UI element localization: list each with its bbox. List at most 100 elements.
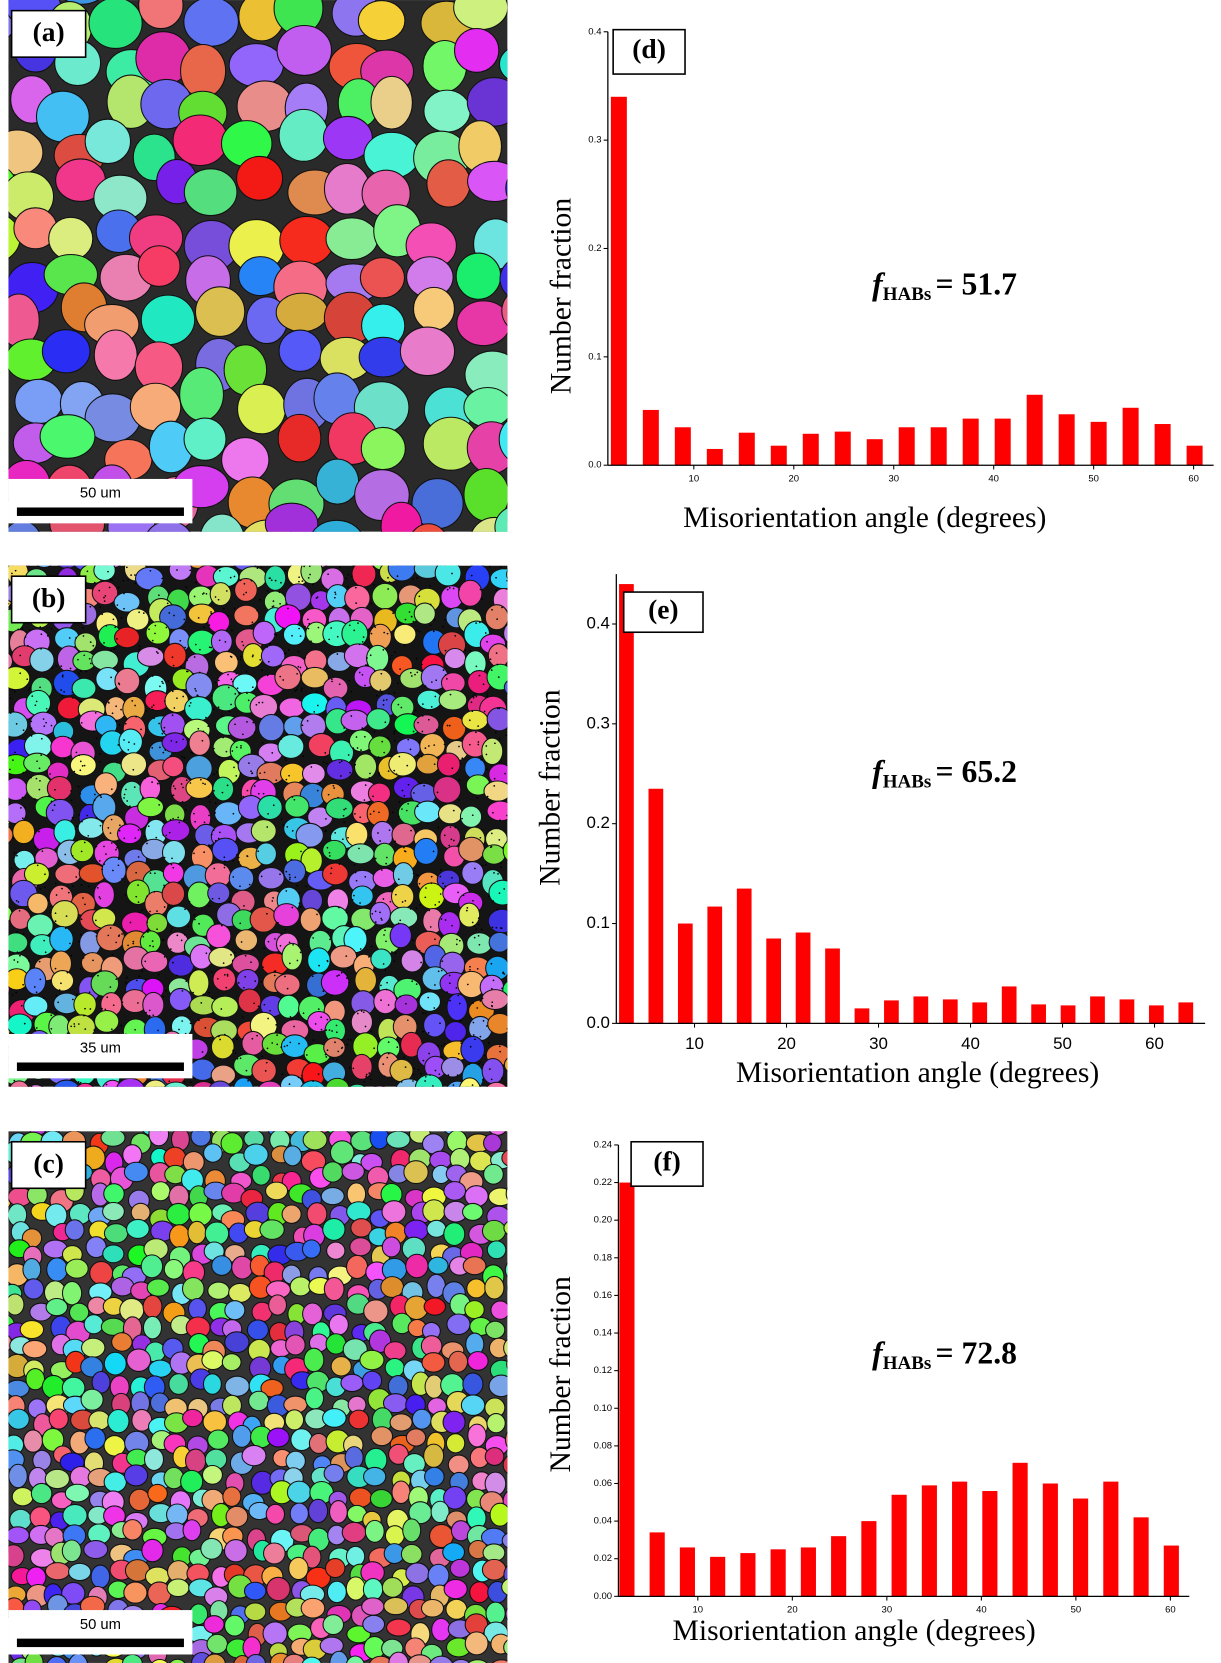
speckle xyxy=(122,1001,124,1003)
scale-bar xyxy=(17,1639,184,1647)
speckle xyxy=(453,840,455,842)
speckle xyxy=(90,606,92,608)
bar xyxy=(982,1491,997,1596)
speckle xyxy=(410,672,412,674)
speckle xyxy=(378,774,380,776)
grain xyxy=(483,845,506,864)
grain xyxy=(211,1035,234,1059)
speckle xyxy=(453,1084,455,1086)
speckle xyxy=(475,731,477,733)
speckle xyxy=(190,782,192,784)
speckle xyxy=(425,747,427,749)
grain xyxy=(169,559,192,580)
speckle xyxy=(132,941,134,943)
grain xyxy=(0,1279,3,1302)
speckle xyxy=(268,661,270,663)
speckle xyxy=(357,1013,359,1015)
speckle xyxy=(451,838,453,840)
speckle xyxy=(362,641,364,643)
speckle xyxy=(237,1058,239,1060)
grain xyxy=(170,1225,190,1248)
grain xyxy=(461,1036,485,1062)
grain xyxy=(404,1112,426,1131)
speckle xyxy=(164,956,166,958)
grain xyxy=(509,1242,533,1263)
speckle xyxy=(284,570,286,572)
grain xyxy=(403,1519,421,1542)
speckle xyxy=(347,574,349,576)
x-tick-label: 10 xyxy=(685,1034,704,1053)
speckle xyxy=(469,650,471,652)
grain xyxy=(444,1579,467,1598)
speckle xyxy=(369,837,371,839)
speckle xyxy=(247,1080,249,1082)
grain xyxy=(30,648,54,672)
grain xyxy=(267,1577,290,1600)
speckle xyxy=(447,725,449,727)
speckle xyxy=(477,725,479,727)
speckle xyxy=(336,1025,338,1027)
speckle xyxy=(386,1057,388,1059)
speckle xyxy=(63,691,65,693)
grain xyxy=(303,1130,327,1150)
speckle xyxy=(206,883,208,885)
speckle xyxy=(423,785,425,787)
speckle xyxy=(418,595,420,597)
grain xyxy=(214,802,242,825)
speckle xyxy=(24,807,26,809)
speckle xyxy=(246,855,248,857)
bar xyxy=(835,432,851,466)
speckle xyxy=(500,866,502,868)
speckle xyxy=(310,766,312,768)
speckle xyxy=(345,955,347,957)
speckle xyxy=(209,905,211,907)
grain xyxy=(286,1335,305,1355)
grain xyxy=(510,905,534,928)
speckle xyxy=(232,876,234,878)
speckle xyxy=(176,741,178,743)
speckle xyxy=(80,670,82,672)
grain xyxy=(381,502,422,550)
speckle xyxy=(244,976,246,978)
grain xyxy=(513,1023,538,1043)
speckle xyxy=(427,997,429,999)
speckle xyxy=(405,1066,407,1068)
speckle xyxy=(176,975,178,977)
speckle xyxy=(230,704,232,706)
speckle xyxy=(232,860,234,862)
speckle xyxy=(123,779,125,781)
grain xyxy=(460,806,481,827)
speckle xyxy=(23,729,25,731)
grain xyxy=(342,620,368,647)
speckle xyxy=(209,646,211,648)
grain xyxy=(93,1104,112,1126)
speckle xyxy=(369,801,371,803)
speckle xyxy=(61,888,63,890)
speckle xyxy=(341,1047,343,1049)
speckle xyxy=(182,738,184,740)
grain xyxy=(371,1427,392,1446)
grain xyxy=(350,1238,371,1256)
speckle xyxy=(325,1029,327,1031)
annotation-subscript: HABs xyxy=(883,772,932,793)
speckle xyxy=(291,1060,293,1062)
speckle xyxy=(329,852,331,854)
speckle xyxy=(486,768,488,770)
bar xyxy=(678,924,693,1024)
speckle xyxy=(281,738,283,740)
grain xyxy=(164,1260,183,1280)
speckle xyxy=(184,1081,186,1083)
grain xyxy=(0,756,10,779)
speckle xyxy=(105,853,107,855)
speckle xyxy=(331,678,333,680)
speckle xyxy=(398,815,400,817)
speckle xyxy=(168,1080,170,1082)
speckle xyxy=(258,793,260,795)
speckle xyxy=(202,1051,204,1053)
speckle xyxy=(340,775,342,777)
speckle xyxy=(399,668,401,670)
grain xyxy=(212,1256,232,1276)
speckle xyxy=(93,731,95,733)
speckle xyxy=(113,618,115,620)
speckle xyxy=(12,994,14,996)
